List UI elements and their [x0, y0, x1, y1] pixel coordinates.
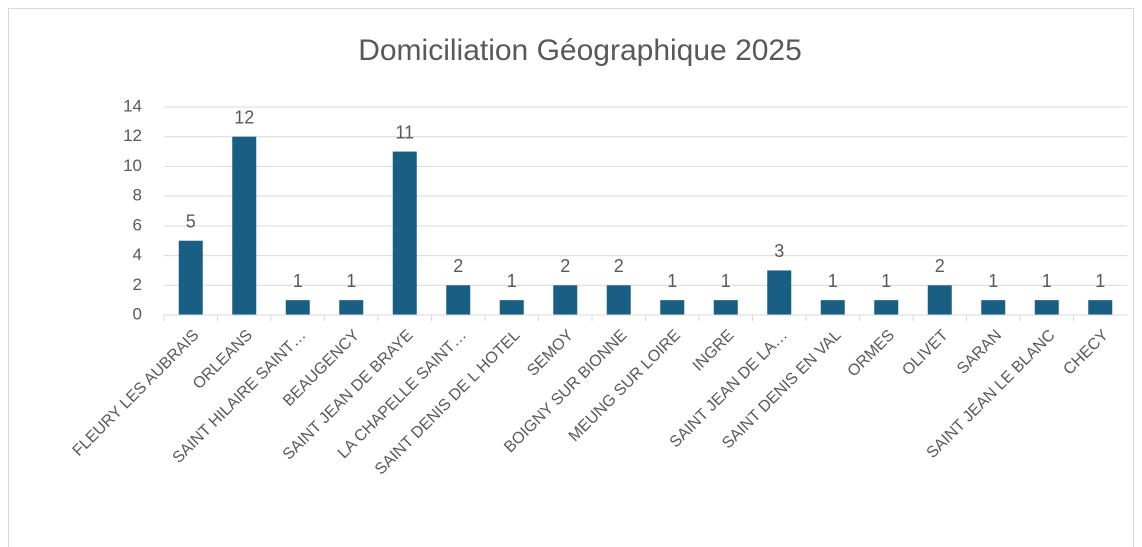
bar: [713, 300, 738, 315]
y-tick-label: 6: [133, 215, 142, 234]
bar: [285, 300, 310, 315]
data-label: 1: [346, 271, 356, 291]
data-label: 1: [293, 271, 303, 291]
data-label: 1: [1095, 271, 1105, 291]
bar: [392, 151, 417, 315]
data-label: 1: [881, 271, 891, 291]
y-tick-label: 0: [133, 304, 142, 323]
bar: [660, 300, 685, 315]
y-tick-label: 2: [133, 275, 142, 294]
bar: [981, 300, 1006, 315]
data-label: 2: [614, 256, 624, 276]
data-label: 3: [774, 241, 784, 261]
bar: [339, 300, 364, 315]
bar: [606, 285, 631, 315]
data-label: 5: [186, 211, 196, 231]
y-tick-label: 4: [133, 245, 142, 264]
bar: [1088, 300, 1113, 315]
data-label: 2: [560, 256, 570, 276]
data-label: 1: [988, 271, 998, 291]
bar: [1034, 300, 1059, 315]
data-label: 1: [721, 271, 731, 291]
chart-border: [8, 8, 1134, 547]
bar: [553, 285, 578, 315]
bar: [767, 270, 792, 315]
data-label: 1: [1042, 271, 1052, 291]
data-label: 11: [395, 122, 414, 142]
bar: [232, 136, 257, 315]
data-label: 1: [667, 271, 677, 291]
data-label: 2: [935, 256, 945, 276]
chart-title: Domiciliation Géographique 2025: [358, 34, 802, 67]
data-label: 1: [828, 271, 838, 291]
y-tick-label: 10: [123, 156, 142, 175]
bar: [820, 300, 845, 315]
y-tick-label: 12: [123, 126, 142, 145]
bar: [446, 285, 471, 315]
y-tick-label: 14: [123, 96, 142, 115]
bar: [178, 240, 203, 315]
data-label: 12: [234, 107, 254, 127]
data-label: 1: [507, 271, 517, 291]
y-tick-label: 8: [133, 186, 142, 205]
bar: [927, 285, 952, 315]
bar: [874, 300, 899, 315]
bar: [499, 300, 524, 315]
data-label: 2: [453, 256, 463, 276]
